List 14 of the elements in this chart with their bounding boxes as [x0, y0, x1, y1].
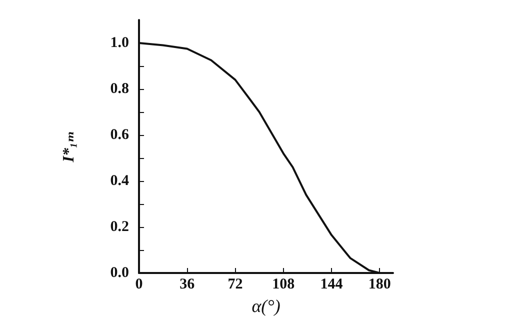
- x-tick-label: 108: [272, 276, 295, 292]
- x-tick-label: 36: [180, 276, 196, 292]
- y-tick-label: 1.0: [110, 35, 129, 51]
- y-tick-label: 0.0: [110, 265, 129, 281]
- y-tick-label: 0.2: [110, 219, 129, 235]
- x-tick-label: 144: [320, 276, 344, 292]
- y-axis-title: I*₁ₘ: [60, 130, 78, 164]
- y-tick-label: 0.4: [110, 173, 130, 189]
- x-axis-title: α(°): [252, 296, 280, 316]
- x-tick-label: 0: [135, 276, 143, 292]
- y-tick-label: 0.6: [110, 127, 130, 143]
- y-tick-label: 0.8: [110, 81, 129, 97]
- x-tick-label: 72: [228, 276, 243, 292]
- x-tick-label: 180: [368, 276, 391, 292]
